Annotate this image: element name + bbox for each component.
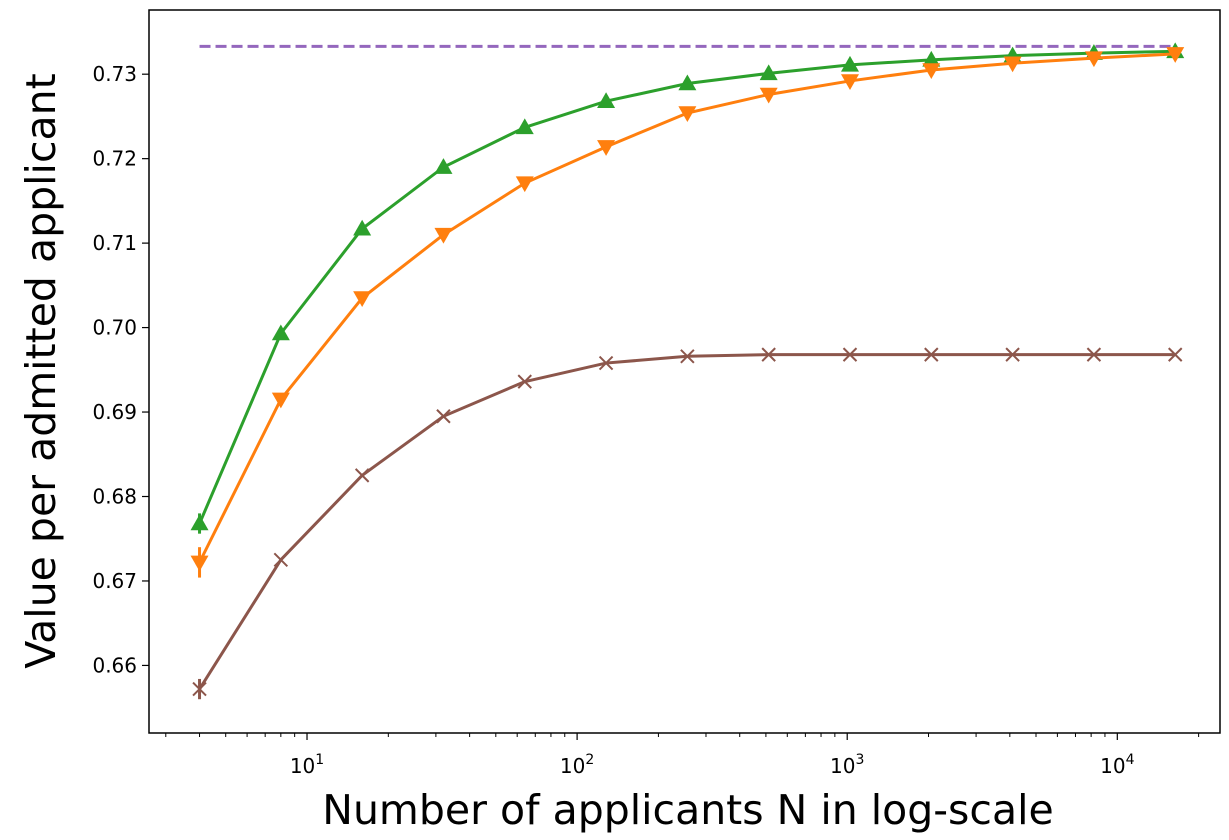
series-3 xyxy=(192,347,1183,700)
plot-area xyxy=(149,10,1220,733)
data-point-marker xyxy=(190,514,209,531)
data-point-marker xyxy=(434,227,453,244)
data-point-marker xyxy=(761,347,776,362)
x-tick-label: 103 xyxy=(830,752,864,778)
data-point-marker xyxy=(353,219,372,236)
y-tick-label: 0.73 xyxy=(92,62,137,86)
data-point-marker xyxy=(1168,347,1183,362)
data-point-marker xyxy=(842,347,858,362)
x-tick-label: 104 xyxy=(1100,752,1134,778)
data-point-marker xyxy=(192,681,207,697)
data-point-marker xyxy=(1166,47,1185,63)
y-tick-label: 0.69 xyxy=(92,400,137,424)
y-axis-title: Value per admitted applicant xyxy=(17,73,65,668)
y-tick-label: 0.66 xyxy=(92,653,137,677)
data-point-marker xyxy=(922,63,941,79)
y-tick-label: 0.70 xyxy=(92,316,137,340)
data-point-marker xyxy=(436,409,451,424)
data-point-marker xyxy=(597,92,616,108)
axis-ticks: 0.66 0.67 0.68 0.69 0.70 0.71 0.72 0.73 101 102 10… xyxy=(92,62,1200,778)
data-point-marker xyxy=(271,392,290,409)
data-point-marker xyxy=(759,64,778,81)
data-point-marker xyxy=(678,74,697,91)
data-point-marker xyxy=(515,176,534,193)
y-tick-label: 0.72 xyxy=(92,147,137,171)
data-point-marker xyxy=(759,87,778,104)
data-point-marker xyxy=(598,355,614,371)
data-point-marker xyxy=(680,349,695,364)
data-point-marker xyxy=(1003,56,1022,73)
data-point-marker xyxy=(354,468,370,483)
data-point-marker xyxy=(1086,347,1102,362)
y-tick-label: 0.71 xyxy=(92,231,137,255)
x-axis-title: Number of applicants N in log-scale xyxy=(322,786,1053,834)
data-point-marker xyxy=(922,50,941,67)
plot-frame xyxy=(148,9,1221,734)
data-point-marker xyxy=(190,555,209,572)
data-point-marker xyxy=(1084,51,1103,68)
data-point-marker xyxy=(597,140,616,156)
data-point-marker xyxy=(273,552,289,568)
data-point-marker xyxy=(271,324,290,341)
y-tick-label: 0.67 xyxy=(92,569,137,593)
data-point-marker xyxy=(840,74,859,90)
data-point-marker xyxy=(517,374,532,389)
data-point-marker xyxy=(353,291,372,308)
series-2 xyxy=(190,47,1185,578)
data-point-marker xyxy=(678,106,697,123)
data-point-marker xyxy=(434,158,453,174)
data-point-marker xyxy=(840,55,859,72)
data-point-marker xyxy=(1005,347,1020,362)
data-point-marker xyxy=(924,347,939,362)
x-tick-label: 102 xyxy=(560,752,594,778)
y-tick-label: 0.68 xyxy=(92,485,137,509)
series-group xyxy=(190,42,1185,700)
x-tick-label: 101 xyxy=(290,752,324,778)
data-point-marker xyxy=(515,118,534,135)
